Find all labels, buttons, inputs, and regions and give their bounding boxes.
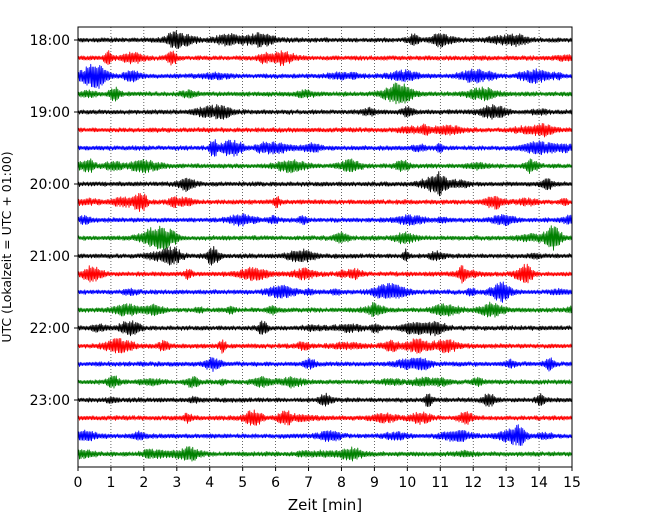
x-tick-label: 4 xyxy=(205,475,214,491)
seismic-traces xyxy=(77,30,572,462)
x-tick-label: 1 xyxy=(106,475,115,491)
trace-1845 xyxy=(77,82,572,105)
x-tick-label: 7 xyxy=(304,475,313,491)
trace-2000 xyxy=(77,171,572,197)
y-tick-label: 19:00 xyxy=(30,105,70,121)
trace-2045 xyxy=(77,225,572,251)
y-tick-label: 23:00 xyxy=(30,393,70,409)
y-axis-label: UTC (Lokalzeit = UTC + 01:00) xyxy=(0,151,14,342)
y-tick-label: 18:00 xyxy=(30,33,70,49)
trace-2315 xyxy=(77,409,572,426)
trace-2215 xyxy=(77,338,572,354)
y-tick-label: 20:00 xyxy=(30,177,70,193)
x-tick-label: 8 xyxy=(337,475,346,491)
trace-2145 xyxy=(77,301,572,318)
trace-2330 xyxy=(77,424,572,446)
trace-2100 xyxy=(77,245,572,266)
y-tick-label: 21:00 xyxy=(30,249,70,265)
x-tick-label: 3 xyxy=(172,475,181,491)
x-tick-label: 13 xyxy=(497,475,515,491)
x-tick-label: 2 xyxy=(139,475,148,491)
x-tick-label: 10 xyxy=(398,475,416,491)
trace-2200 xyxy=(77,320,572,337)
trace-1945 xyxy=(77,158,572,174)
trace-2130 xyxy=(77,281,572,303)
trace-2300 xyxy=(77,392,572,407)
x-tick-label: 5 xyxy=(238,475,247,491)
grid-lines xyxy=(110,27,540,467)
x-tick-label: 0 xyxy=(74,475,83,491)
trace-1815 xyxy=(77,50,572,67)
trace-1915 xyxy=(77,122,572,138)
trace-2345 xyxy=(77,446,572,462)
plot-frame xyxy=(77,26,573,468)
y-tick-label: 22:00 xyxy=(30,321,70,337)
x-tick-label: 9 xyxy=(370,475,379,491)
trace-2245 xyxy=(77,375,572,389)
trace-1900 xyxy=(77,104,572,120)
x-tick-label: 11 xyxy=(431,475,449,491)
axes: 0 1 2 3 4 5 6 7 8 9 10 11 12 13 14 1518:0019:0020:0021:… xyxy=(30,26,581,491)
trace-2015 xyxy=(77,192,572,212)
x-tick-label: 12 xyxy=(464,475,482,491)
trace-1930 xyxy=(77,139,572,157)
x-tick-label: 14 xyxy=(530,475,548,491)
trace-1800 xyxy=(77,30,572,50)
x-axis-label: Zeit [min] xyxy=(288,496,362,514)
trace-2115 xyxy=(77,263,572,284)
trace-1830 xyxy=(77,63,572,89)
trace-2030 xyxy=(77,213,572,227)
trace-2230 xyxy=(77,356,572,372)
x-tick-label: 6 xyxy=(271,475,280,491)
x-tick-label: 15 xyxy=(563,475,581,491)
